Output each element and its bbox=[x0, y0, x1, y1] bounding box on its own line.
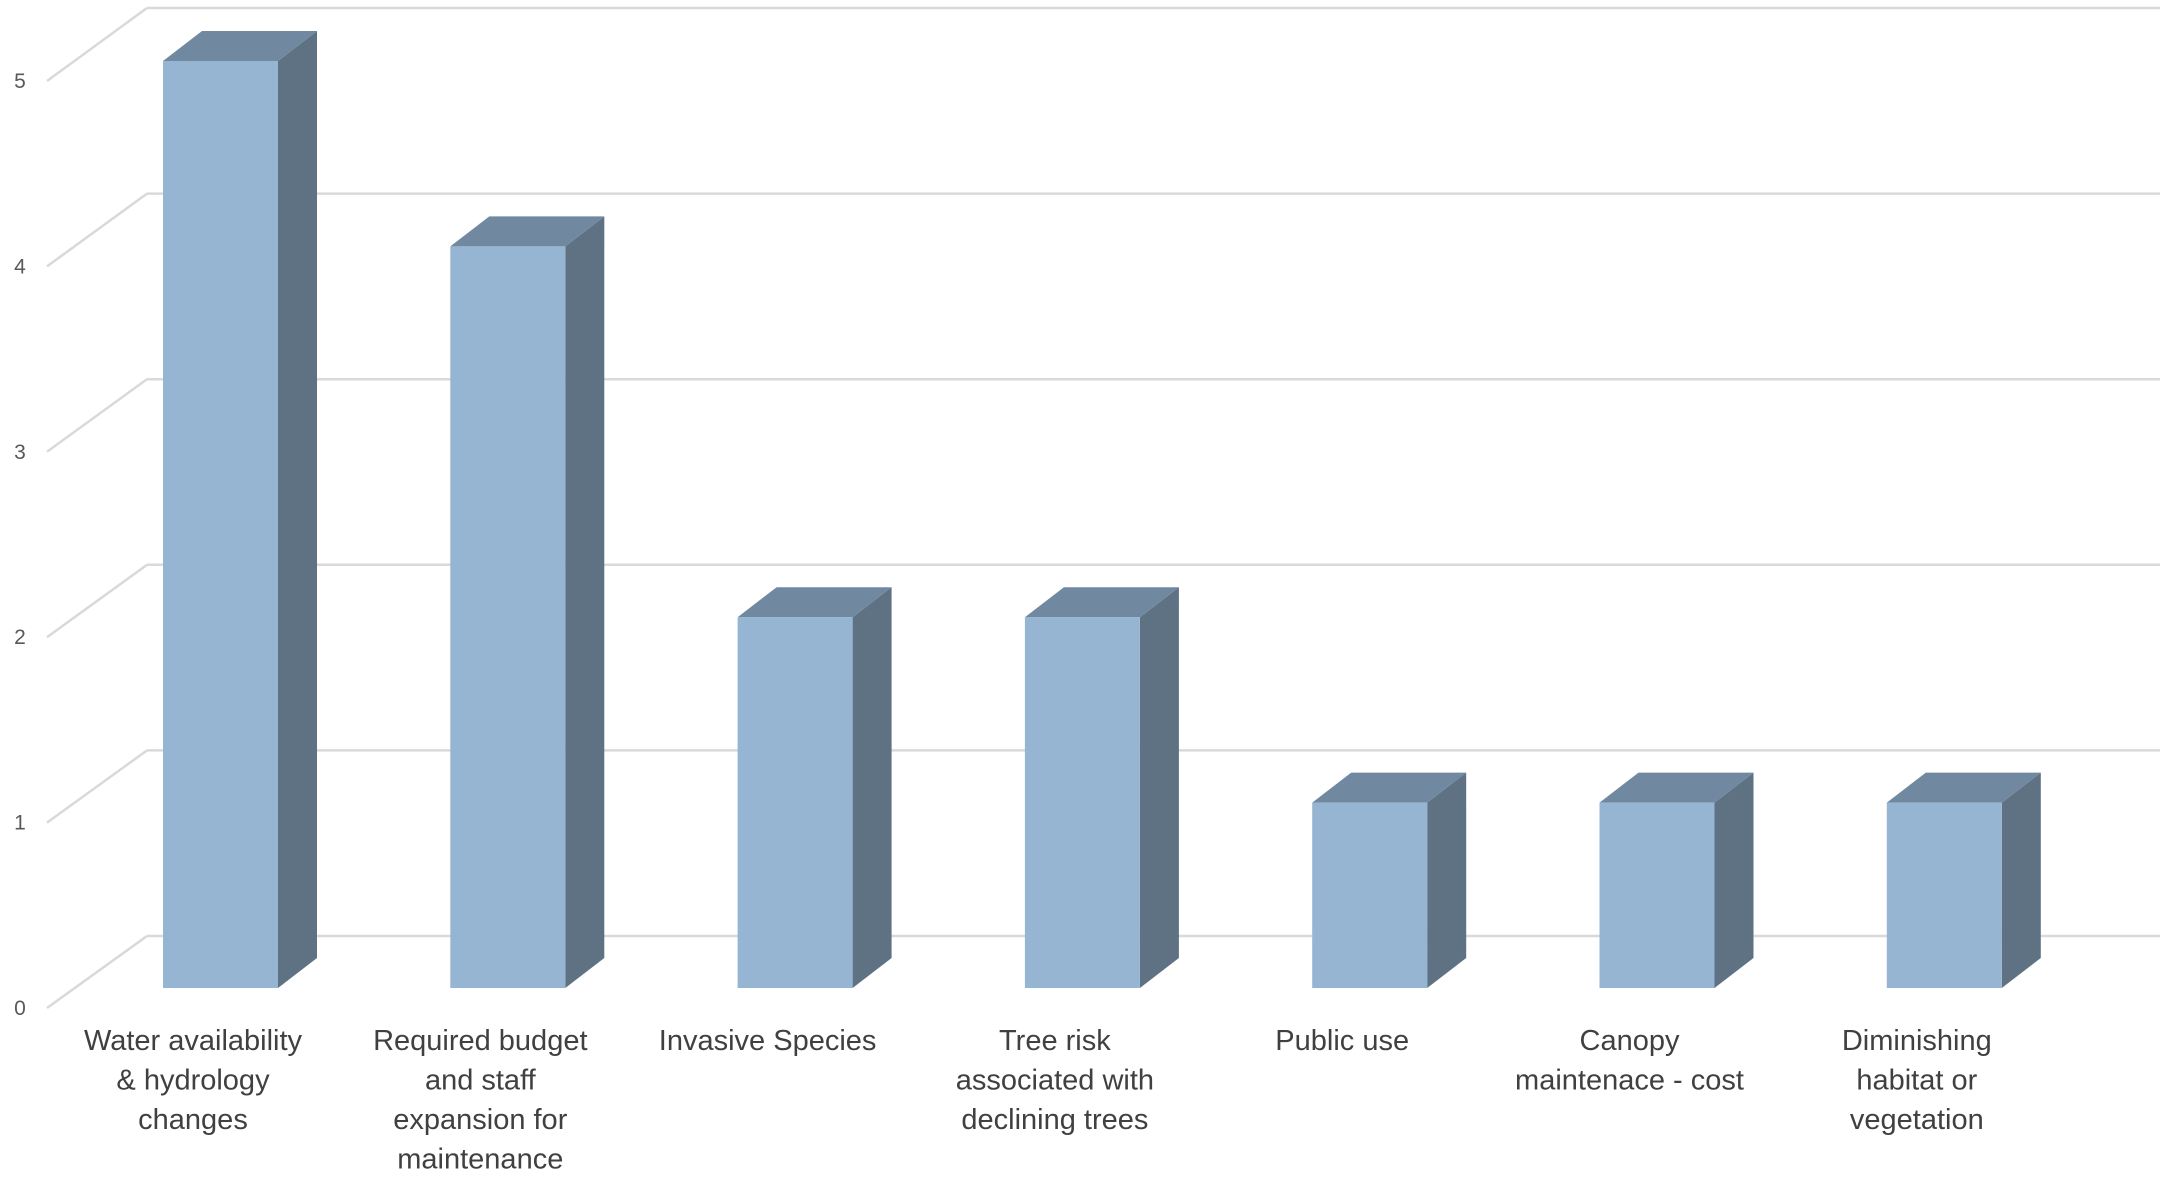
x-category-label: Invasive Species bbox=[659, 1025, 877, 1057]
y-tick-label: 5 bbox=[14, 70, 26, 93]
bar-side bbox=[1427, 772, 1467, 988]
bar bbox=[1312, 772, 1467, 988]
x-category-label: Required budget and staff expansion for mai… bbox=[373, 1025, 587, 1176]
bar-front bbox=[1599, 802, 1715, 988]
x-category-label: Tree risk associated with declining trees bbox=[956, 1025, 1154, 1136]
y-tick-label: 3 bbox=[14, 441, 26, 464]
bar bbox=[1024, 587, 1179, 988]
gridline-diagonal-2 bbox=[46, 563, 148, 639]
bar-top bbox=[1312, 772, 1467, 803]
x-category-label: Water availability & hydrology changes bbox=[84, 1025, 303, 1136]
bar bbox=[163, 31, 317, 988]
bar-front bbox=[163, 61, 278, 988]
y-tick-label: 1 bbox=[14, 812, 26, 835]
bar bbox=[1599, 772, 1754, 988]
bar-side bbox=[1714, 772, 1754, 988]
bar-top bbox=[1024, 587, 1179, 618]
bar-top bbox=[1886, 772, 2041, 803]
bar-front bbox=[737, 617, 853, 988]
bar-side bbox=[852, 587, 892, 988]
gridline-diagonal-3 bbox=[46, 378, 148, 453]
gridline-diagonal-1 bbox=[46, 749, 148, 824]
bar-top bbox=[737, 587, 892, 618]
bars bbox=[163, 31, 2041, 988]
bar-front bbox=[1886, 802, 2002, 988]
bar-side bbox=[278, 31, 317, 988]
gridline-diagonal-5 bbox=[46, 6, 148, 83]
bar-top bbox=[1599, 772, 1754, 803]
bar bbox=[737, 587, 892, 988]
bar-front bbox=[1312, 802, 1428, 988]
y-tick-label: 0 bbox=[14, 997, 26, 1020]
y-axis-ticks: 0 1 2 3 4 5 bbox=[14, 70, 26, 1020]
bar-side bbox=[565, 216, 605, 988]
x-category-label: Public use bbox=[1275, 1025, 1409, 1057]
bar-side bbox=[2001, 772, 2041, 988]
y-tick-label: 2 bbox=[14, 626, 26, 649]
bar-side bbox=[1139, 587, 1179, 988]
bar-front bbox=[450, 246, 566, 988]
x-category-label: Canopy maintenace - cost bbox=[1515, 1025, 1744, 1097]
bar-top bbox=[450, 216, 605, 247]
bar-front bbox=[1024, 617, 1140, 988]
gridline-diagonal-4 bbox=[46, 192, 148, 268]
bar bbox=[1886, 772, 2041, 988]
x-category-label: Diminishing habitat or vegetation bbox=[1842, 1025, 1992, 1136]
x-axis-labels: Water availability & hydrology changes Requ… bbox=[84, 1025, 1992, 1176]
gridline-diagonal-0 bbox=[46, 934, 148, 1010]
y-tick-label: 4 bbox=[14, 255, 26, 278]
bar bbox=[450, 216, 605, 988]
bar-top bbox=[163, 31, 317, 61]
